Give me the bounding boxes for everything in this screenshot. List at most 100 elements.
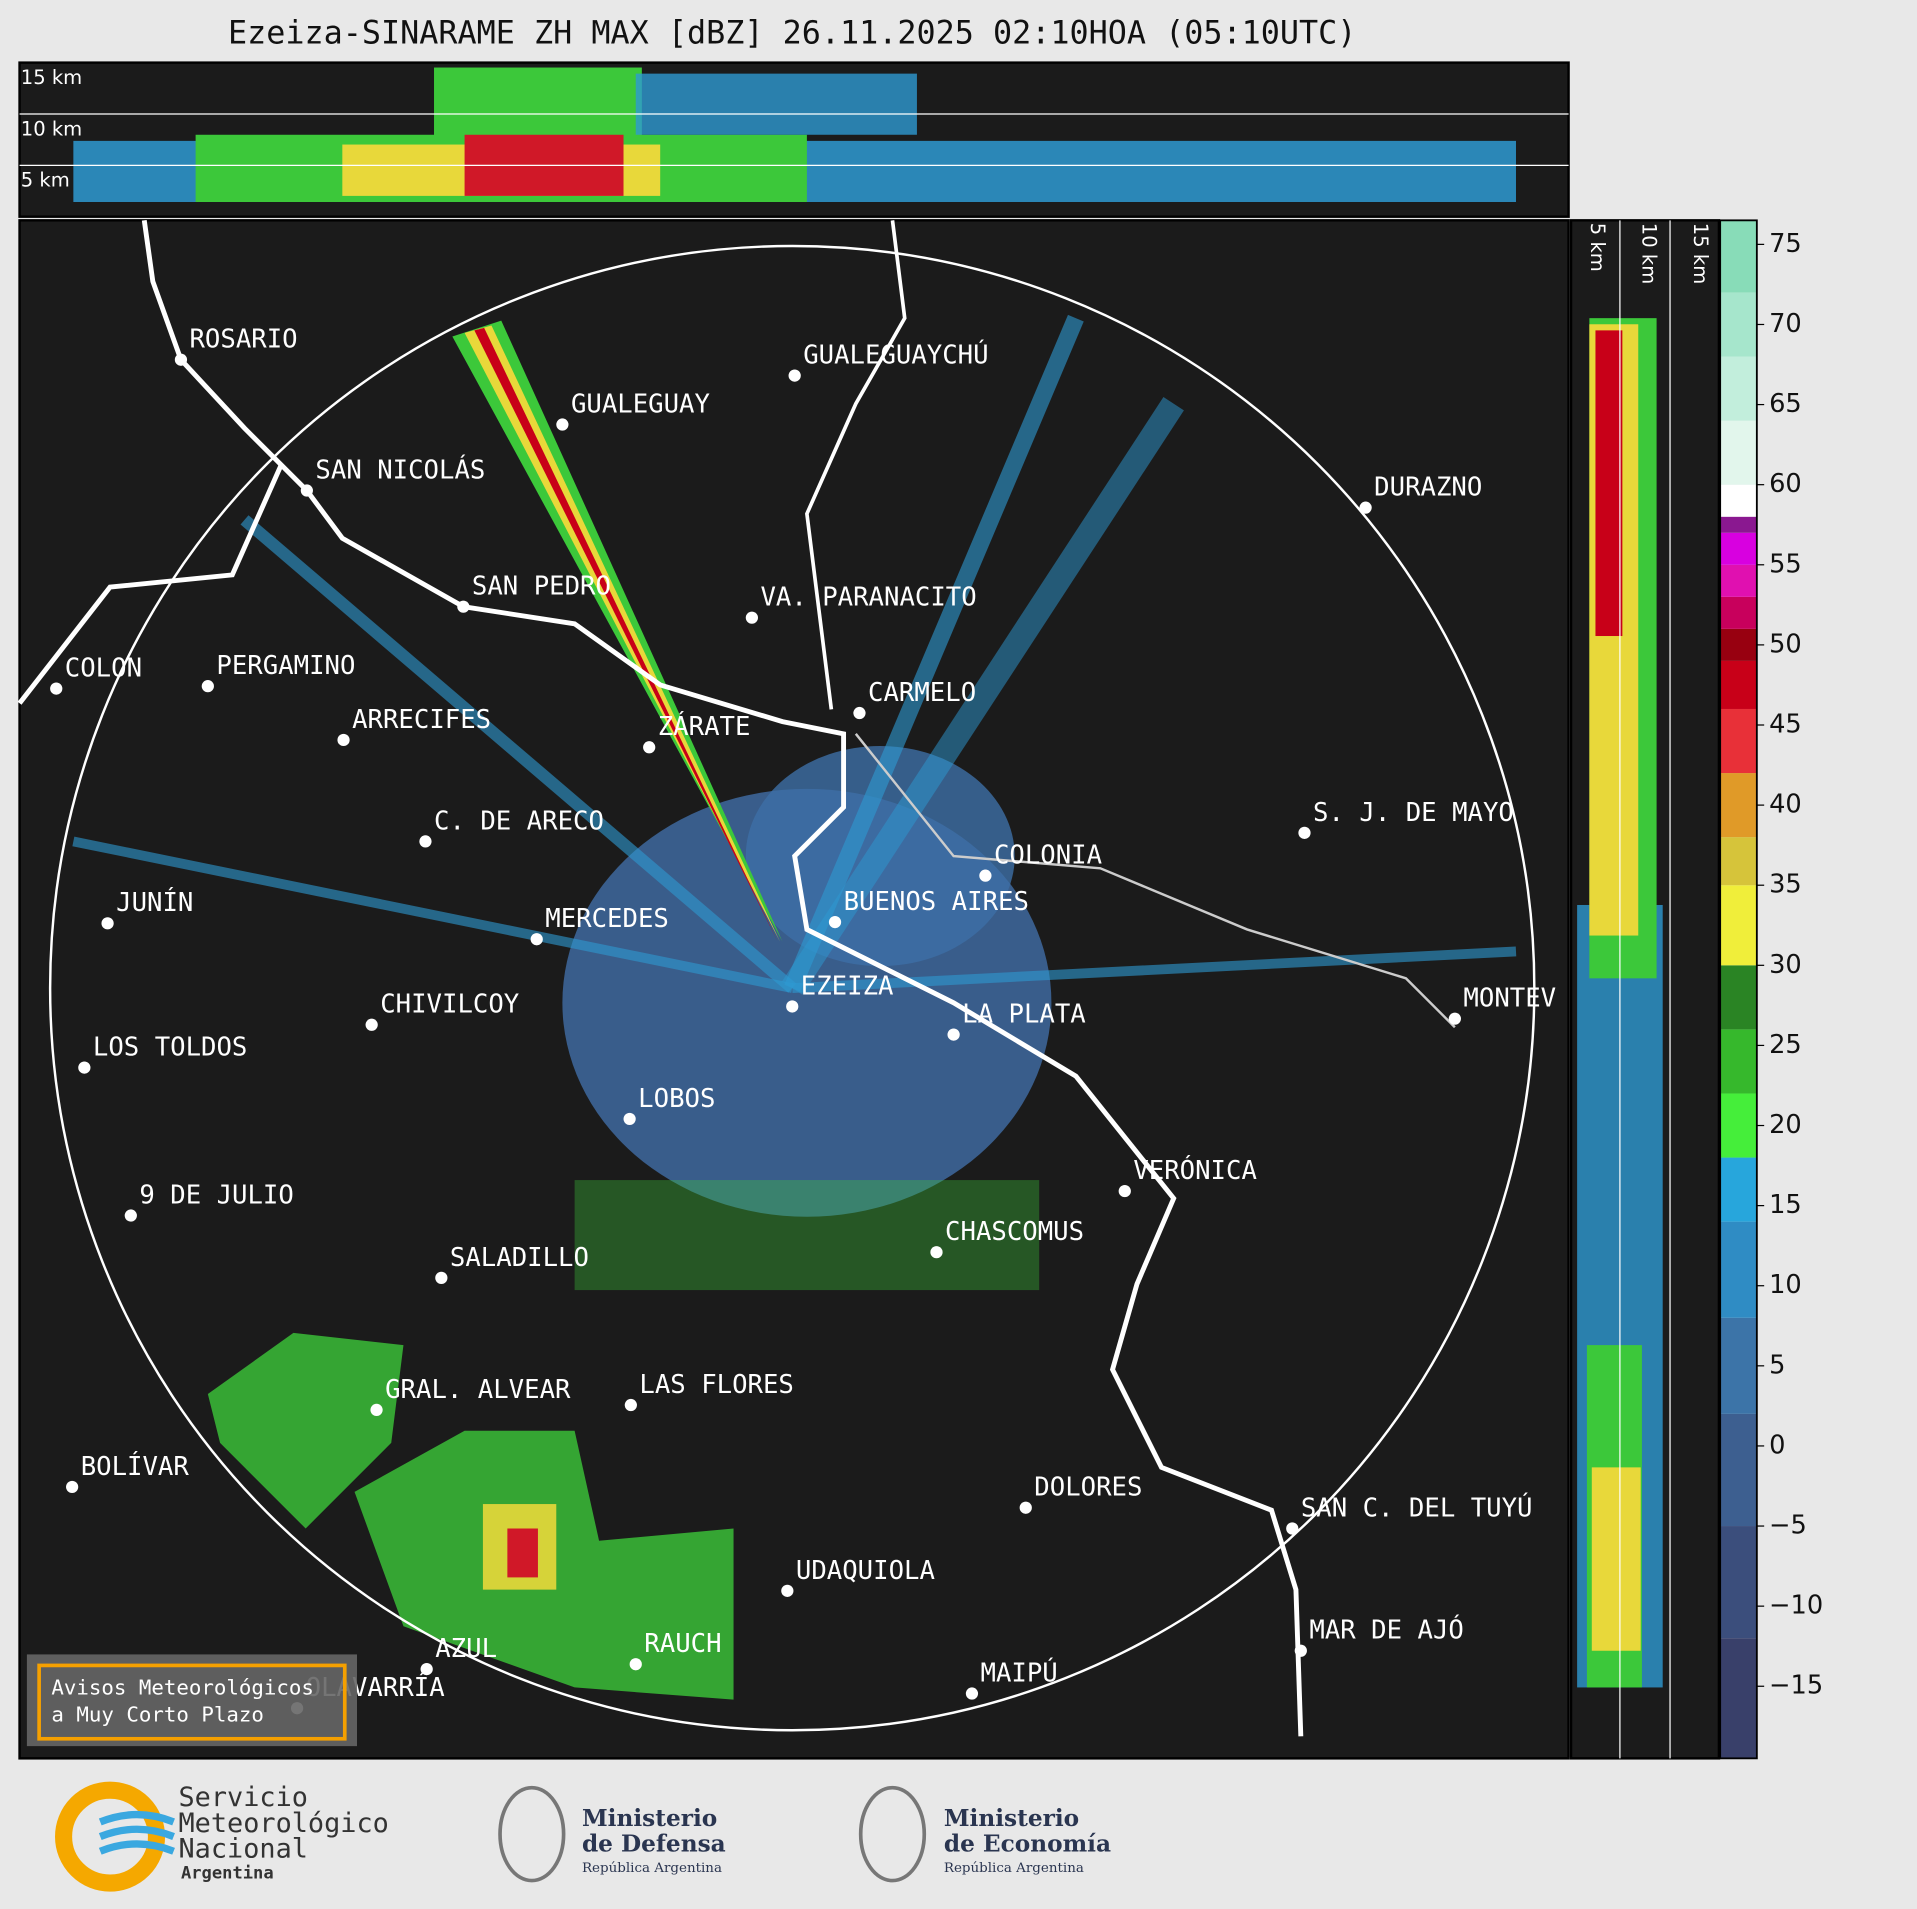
city-dot — [78, 1061, 91, 1074]
city-label: SAN C. DEL TUYÚ — [1301, 1491, 1533, 1523]
city-label: CARMELO — [868, 678, 976, 708]
city-label: LAS FLORES — [639, 1370, 793, 1400]
city-dot — [124, 1209, 137, 1222]
colorbar-frame — [1719, 219, 1758, 1760]
city-dot — [979, 869, 992, 882]
city-label: EZEIZA — [801, 971, 894, 1001]
colorbar-tick-label: −10 — [1769, 1591, 1823, 1621]
city-dot — [365, 1018, 378, 1031]
city-dot — [1359, 501, 1372, 514]
city-label: LA PLATA — [962, 1000, 1086, 1030]
city-dot — [1448, 1012, 1461, 1025]
colorbar-tick-label: −5 — [1769, 1511, 1807, 1541]
colorbar-band — [1720, 484, 1757, 517]
city-label: S. J. DE MAYO — [1313, 798, 1514, 828]
city-label: ZÁRATE — [658, 710, 751, 742]
city-dot — [786, 1000, 799, 1013]
colorbar-tick-label: 5 — [1769, 1350, 1785, 1380]
logos: Servicio Meteorológico Nacional Argentin… — [55, 1781, 1111, 1892]
colorbar-tick-label: 25 — [1769, 1030, 1802, 1060]
city-label: MAIPÚ — [981, 1656, 1058, 1688]
city-dot — [300, 484, 313, 497]
city-dot — [1298, 826, 1311, 839]
height-label: 10 km — [21, 117, 82, 140]
notice-line: a Muy Corto Plazo — [51, 1703, 264, 1727]
colorbar-tick-label: 40 — [1769, 790, 1802, 820]
colorbar-band — [1720, 1221, 1757, 1318]
colorbar-tick-label: 45 — [1769, 709, 1802, 739]
city-dot — [1286, 1522, 1299, 1535]
colorbar-band — [1720, 1093, 1757, 1158]
colorbar-band — [1720, 532, 1757, 565]
colorbar-tick-label: 0 — [1769, 1430, 1785, 1460]
city-dot — [1019, 1501, 1032, 1514]
city-dot — [174, 353, 188, 366]
notice-line: Avisos Meteorológicos — [51, 1676, 314, 1700]
city-label: BOLÍVAR — [81, 1450, 190, 1482]
colorbar-band — [1720, 885, 1757, 966]
height-label: 10 km — [1638, 223, 1661, 284]
colorbar-band — [1720, 516, 1757, 533]
city-dot — [435, 1271, 448, 1284]
city-label: CHIVILCOY — [380, 990, 519, 1020]
city-label: GUALEGUAY — [571, 389, 710, 419]
city-dot — [624, 1398, 637, 1412]
colorbar-tick-label: 60 — [1769, 469, 1802, 499]
colorbar-band — [1720, 628, 1757, 661]
city-dot — [419, 835, 432, 848]
city-label: GUALEGUAYCHÚ — [803, 339, 988, 371]
colorbar-band — [1720, 965, 1757, 1030]
city-label: GRAL. ALVEAR — [385, 1375, 571, 1405]
city-label: ROSARIO — [189, 325, 297, 355]
logo-text: Ministerio — [944, 1805, 1079, 1832]
city-label: AZUL — [435, 1634, 497, 1664]
logo-text: Ministerio — [582, 1805, 717, 1832]
city-label: MERCEDES — [545, 904, 669, 934]
city-label: DURAZNO — [1374, 473, 1482, 503]
colorbar-band — [1720, 837, 1757, 886]
city-dot — [853, 706, 866, 720]
logo-text: Argentina — [181, 1863, 274, 1883]
city-label: ARRECIFES — [352, 705, 491, 735]
colorbar-tick-label: −15 — [1769, 1671, 1823, 1701]
city-layer: ROSARIO GUALEGUAYCHÚ GUALEGUAY SAN NICOLÁS D… — [50, 325, 1556, 1715]
logo-text: República Argentina — [944, 1861, 1084, 1876]
city-dot — [788, 369, 801, 382]
city-dot — [930, 1246, 943, 1259]
colorbar-band — [1720, 420, 1757, 485]
city-dot — [457, 600, 470, 613]
city-label: UDAQUIOLA — [796, 1556, 935, 1586]
colorbar-tick-label: 55 — [1769, 549, 1802, 579]
colorbar-band — [1720, 292, 1757, 357]
city-label: CHASCOMUS — [945, 1217, 1084, 1247]
city-label: DOLORES — [1034, 1473, 1142, 1503]
city-label: RAUCH — [644, 1629, 721, 1659]
logo-text: Servicio — [178, 1782, 307, 1813]
height-label: 5 km — [1586, 223, 1609, 272]
notice-box[interactable]: Avisos Meteorológicos a Muy Corto Plazo — [26, 1654, 357, 1747]
height-label: 15 km — [1689, 223, 1712, 284]
colorbar-tick-label: 65 — [1769, 389, 1802, 419]
colorbar-tick-label: 75 — [1769, 229, 1802, 259]
colorbar-band — [1720, 660, 1757, 709]
city-label: COLON — [65, 654, 142, 684]
city-label: JUNÍN — [116, 886, 193, 918]
logo-text: Nacional — [178, 1834, 307, 1865]
city-label: MONTEV — [1463, 984, 1556, 1014]
colorbar-band — [1720, 564, 1757, 597]
city-label: MAR DE AJÓ — [1309, 1614, 1463, 1646]
colorbar-band — [1720, 1638, 1757, 1759]
height-label: 15 km — [21, 66, 82, 89]
city-dot — [1294, 1644, 1307, 1657]
city-dot — [50, 682, 63, 695]
colorbar-tick-label: 10 — [1769, 1270, 1802, 1300]
colorbar-tick-label: 15 — [1769, 1190, 1802, 1220]
colorbar-tick-label: 30 — [1769, 950, 1802, 980]
colorbar-tick-label: 50 — [1769, 629, 1802, 659]
city-label: LOS TOLDOS — [93, 1033, 247, 1063]
city-dot — [947, 1028, 960, 1041]
height-label: 5 km — [21, 169, 70, 192]
colorbar: −15 −10 −5 0 5 10 15 20 25 30 35 40 45 50 55 60 65 70 75 — [1719, 219, 1823, 1760]
